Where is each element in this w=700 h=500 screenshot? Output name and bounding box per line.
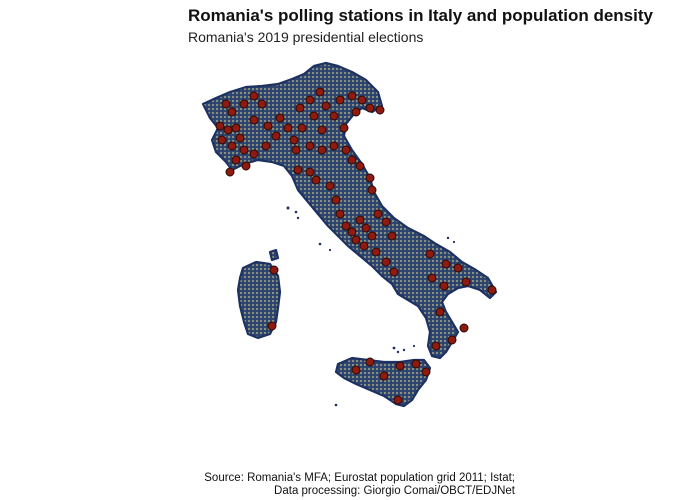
caption-line-2: Data processing: Giorgio Comai/OBCT/EDJN… xyxy=(274,485,515,497)
source-caption: Source: Romania's MFA; Eurostat populati… xyxy=(204,472,515,498)
map-subtitle: Romania's 2019 presidential elections xyxy=(188,29,424,45)
corsica xyxy=(268,248,280,262)
caption-line-1: Source: Romania's MFA; Eurostat populati… xyxy=(204,472,515,484)
map-title: Romania's polling stations in Italy and … xyxy=(188,6,653,25)
polling-stations xyxy=(215,87,497,405)
